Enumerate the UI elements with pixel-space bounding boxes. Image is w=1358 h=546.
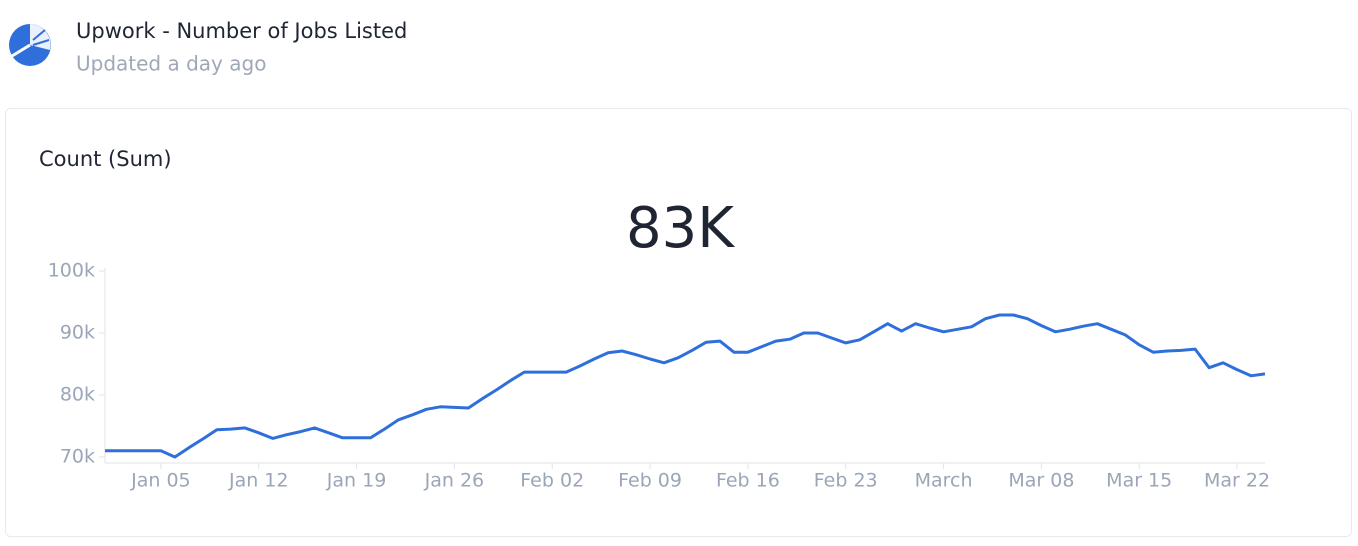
x-tick-label: March [915, 470, 973, 492]
x-tick-label: Jan 19 [326, 470, 387, 492]
x-tick-label: Jan 05 [130, 470, 191, 492]
x-tick-label: Feb 09 [618, 470, 682, 492]
x-tick-label: Feb 02 [520, 470, 584, 492]
big-number: 83K [626, 196, 735, 261]
y-tick-label: 100k [48, 260, 95, 282]
card-label: Count (Sum) [39, 147, 172, 171]
x-tick-label: Feb 23 [814, 470, 878, 492]
x-tick-label: Jan 26 [424, 470, 485, 492]
y-tick-label: 80k [60, 384, 95, 406]
y-tick-label: 70k [60, 446, 95, 468]
x-tick-label: Mar 08 [1008, 470, 1074, 492]
x-tick-label: Jan 12 [228, 470, 289, 492]
y-tick-label: 90k [60, 322, 95, 344]
x-tick-label: Feb 16 [716, 470, 780, 492]
series-line [105, 313, 1266, 459]
title: Upwork - Number of Jobs Listed [76, 19, 407, 43]
x-tick-label: Mar 22 [1204, 470, 1270, 492]
app-icon [9, 24, 51, 66]
x-tick-label: Mar 15 [1106, 470, 1172, 492]
card [5, 108, 1352, 537]
subtitle: Updated a day ago [76, 52, 266, 76]
